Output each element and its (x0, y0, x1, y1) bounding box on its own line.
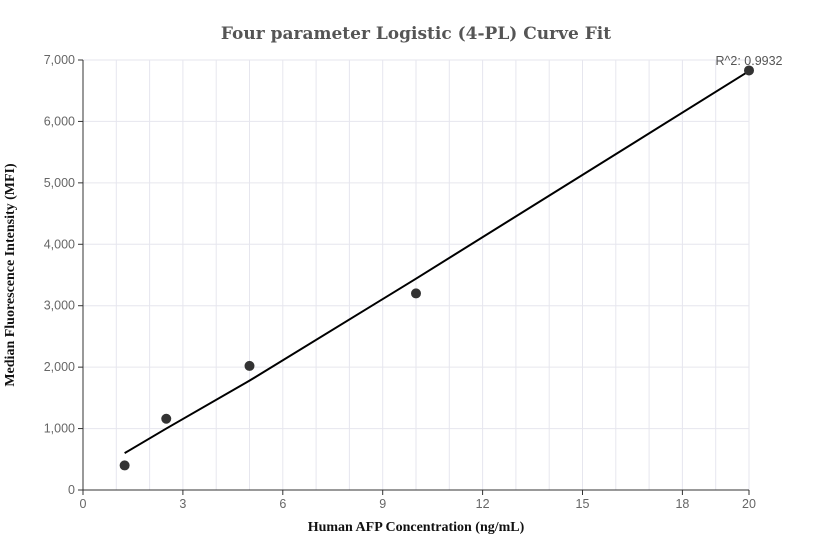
y-tick-label: 0 (68, 483, 75, 497)
data-point (244, 360, 255, 371)
grid (82, 59, 750, 491)
fit-curve-line (124, 70, 750, 455)
x-axis-label: Human AFP Concentration (ng/mL) (308, 520, 525, 535)
y-tick-label: 3,000 (44, 299, 75, 313)
y-tick-label: 5,000 (44, 176, 75, 190)
x-tick-label: 20 (742, 497, 756, 511)
x-tick-label: 12 (476, 497, 490, 511)
chart-title: Four parameter Logistic (4-PL) Curve Fit (221, 24, 611, 44)
y-axis-ticks: 0 1,000 2,000 3,000 4,000 5,000 6,000 7,000 (44, 53, 83, 497)
x-axis-ticks: 0 3 6 9 12 15 18 20 (80, 490, 756, 511)
y-tick-label: 2,000 (44, 360, 75, 374)
x-tick-label: 0 (80, 497, 87, 511)
data-point (161, 413, 172, 424)
x-tick-label: 18 (675, 497, 689, 511)
y-tick-label: 4,000 (44, 237, 75, 251)
data-points (119, 65, 754, 471)
x-tick-label: 15 (576, 497, 590, 511)
data-point (119, 460, 130, 471)
data-point (411, 288, 421, 299)
x-tick-label: 9 (379, 497, 386, 511)
x-tick-label: 6 (279, 497, 286, 511)
axes (82, 60, 749, 491)
y-axis-label: Median Fluorescence Intensity (MFI) (3, 163, 18, 387)
x-tick-label: 3 (179, 497, 186, 511)
fit-curve-layer (124, 70, 750, 455)
y-tick-label: 1,000 (44, 422, 75, 436)
y-tick-label: 6,000 (44, 114, 75, 128)
y-tick-label: 7,000 (44, 53, 75, 67)
data-point (744, 65, 754, 76)
r-squared-annotation: R^2: 0.9932 (715, 54, 782, 68)
